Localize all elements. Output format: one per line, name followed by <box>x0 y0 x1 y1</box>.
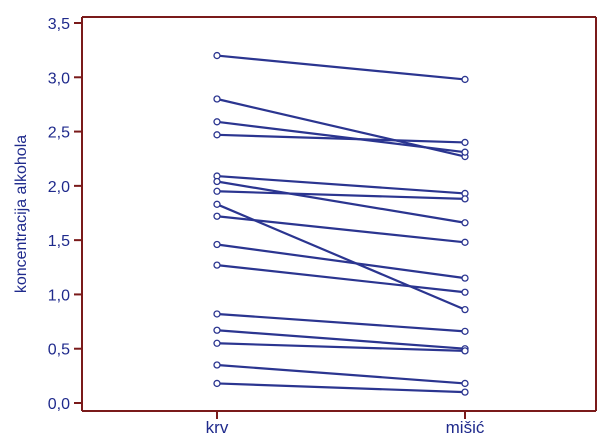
pair-line <box>216 342 466 352</box>
x-category-label: mišić <box>446 418 485 437</box>
point-krv <box>213 51 221 60</box>
y-axis-title: koncentracija alkohola <box>13 135 30 293</box>
point-misic <box>461 347 469 355</box>
pair-line <box>216 264 466 294</box>
y-tick-label: 1,5 <box>48 233 70 250</box>
y-tick-label: 3,5 <box>48 16 70 33</box>
point-misic <box>461 388 469 396</box>
pair-line <box>216 243 466 280</box>
point-krv <box>213 261 221 269</box>
point-krv <box>213 212 221 220</box>
pair-line <box>216 203 466 311</box>
y-tick-label: 1,0 <box>48 287 70 304</box>
series-points <box>213 51 469 396</box>
y-tick-label: 0,0 <box>48 396 70 413</box>
point-krv <box>213 379 221 388</box>
point-misic <box>461 238 469 246</box>
x-category-labels: krv mišić <box>206 411 485 437</box>
pair-line <box>216 312 466 333</box>
point-misic <box>461 274 469 282</box>
pair-line <box>216 174 466 195</box>
point-krv <box>213 200 221 208</box>
pair-line <box>216 215 466 244</box>
point-krv <box>213 187 221 195</box>
y-tick-label: 3,0 <box>48 70 70 87</box>
y-tick-label: 0,5 <box>48 342 70 359</box>
pair-line <box>216 133 466 144</box>
point-misic <box>461 219 469 227</box>
y-tick-label: 2,0 <box>48 179 70 196</box>
axes <box>81 16 597 412</box>
pair-line <box>216 329 466 350</box>
point-krv <box>213 361 221 369</box>
point-misic <box>461 288 469 296</box>
y-ticks: 0,0 0,5 1,0 1,5 2,0 2,5 3,0 3,5 <box>48 16 82 413</box>
point-misic <box>461 195 469 203</box>
point-krv <box>213 118 221 126</box>
x-category-label: krv <box>206 418 229 437</box>
point-krv <box>213 240 221 249</box>
point-misic <box>461 138 469 147</box>
point-misic <box>461 305 469 314</box>
point-misic <box>461 327 469 335</box>
point-krv <box>213 131 221 139</box>
pair-line <box>216 180 466 224</box>
point-krv <box>213 339 221 347</box>
pair-line <box>216 54 466 81</box>
point-misic <box>461 379 469 388</box>
series-lines <box>216 54 466 394</box>
point-krv <box>213 310 221 318</box>
y-tick-label: 2,5 <box>48 125 70 142</box>
point-krv <box>213 326 221 334</box>
pair-line <box>216 382 466 394</box>
point-misic <box>461 75 469 84</box>
pair-line <box>216 120 466 154</box>
point-krv <box>213 177 221 186</box>
pair-line <box>216 190 466 200</box>
point-krv <box>213 95 221 103</box>
pair-line <box>216 363 466 385</box>
point-misic <box>461 148 469 156</box>
